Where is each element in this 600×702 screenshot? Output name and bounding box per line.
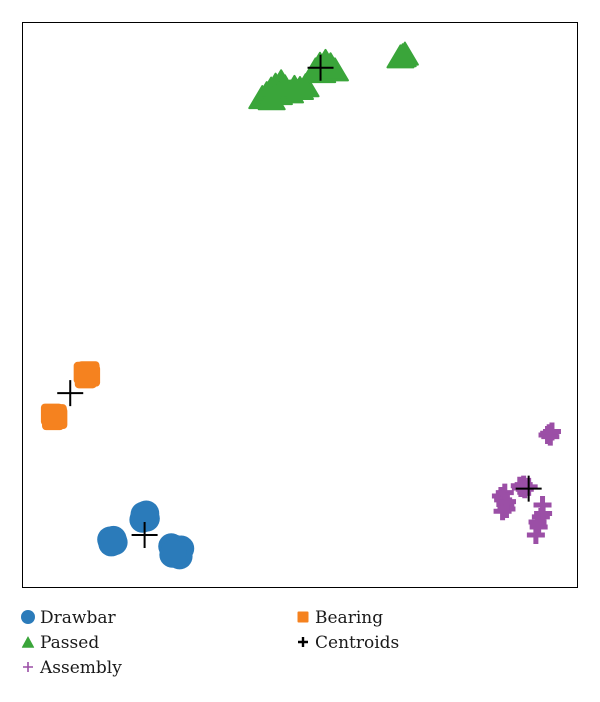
passed-point bbox=[257, 86, 286, 111]
centroid-marker bbox=[307, 54, 334, 81]
legend-marker-assembly bbox=[23, 662, 33, 672]
assembly-point bbox=[528, 512, 547, 531]
plot-frame bbox=[22, 22, 578, 588]
legend-item-centroids: Centroids bbox=[298, 633, 399, 653]
drawbar-point bbox=[129, 506, 156, 533]
legend-label-bearing: Bearing bbox=[315, 608, 383, 628]
centroid-marker bbox=[57, 380, 84, 407]
legend-label-drawbar: Drawbar bbox=[40, 608, 116, 628]
legend: Drawbar Bearing Passed Centroids Assembly bbox=[21, 608, 399, 678]
legend-label-centroids: Centroids bbox=[315, 633, 399, 653]
centroid-marker bbox=[131, 521, 158, 548]
legend-label-passed: Passed bbox=[40, 633, 99, 653]
legend-marker-centroids bbox=[298, 637, 308, 647]
bearing-point bbox=[44, 404, 67, 427]
legend-marker-bearing bbox=[297, 611, 309, 623]
passed-point bbox=[386, 44, 415, 69]
bearing-point bbox=[78, 364, 101, 387]
legend-marker-drawbar bbox=[21, 610, 35, 624]
legend-label-assembly: Assembly bbox=[39, 658, 122, 678]
drawbar-point bbox=[100, 525, 127, 552]
assembly-point bbox=[541, 427, 560, 446]
legend-item-assembly: Assembly bbox=[23, 658, 122, 678]
centroid-marker bbox=[515, 475, 542, 502]
legend-item-passed: Passed bbox=[21, 633, 99, 653]
passed-point bbox=[317, 56, 346, 81]
drawbar-point bbox=[160, 539, 187, 566]
assembly-point bbox=[498, 492, 517, 511]
legend-item-bearing: Bearing bbox=[297, 608, 383, 628]
legend-marker-passed bbox=[21, 636, 35, 648]
assembly-point bbox=[510, 476, 529, 495]
data-points bbox=[40, 41, 561, 570]
legend-item-drawbar: Drawbar bbox=[21, 608, 116, 628]
passed-point bbox=[291, 73, 320, 98]
